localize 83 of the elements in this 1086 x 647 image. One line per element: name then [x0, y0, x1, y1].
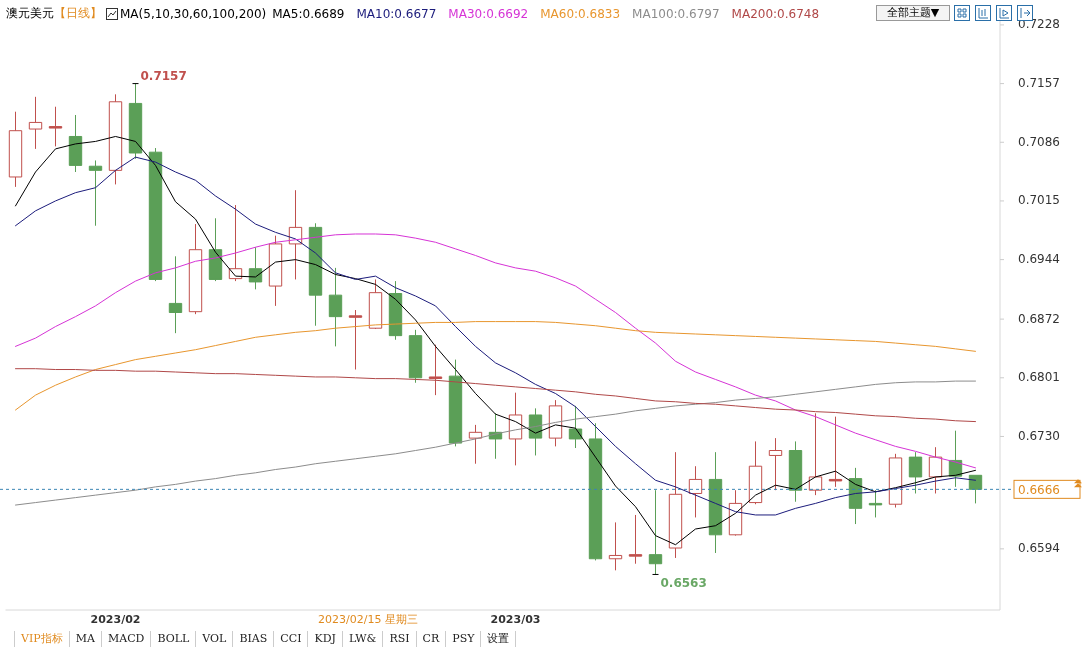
candlestick: [608, 521, 623, 571]
candlestick: [148, 147, 163, 282]
candlestick: [888, 453, 903, 509]
candlestick: [168, 255, 183, 334]
text: MACD: [100, 631, 151, 647]
y-tick-label: 0.6944: [1018, 252, 1060, 267]
candlestick: [508, 392, 523, 466]
text: VIP指标: [14, 631, 69, 647]
candlestick: [968, 474, 983, 504]
annotation: 0.7157: [140, 69, 187, 84]
x-tick-label: 2023/02: [90, 613, 141, 626]
candlestick: [568, 405, 583, 449]
y-tick-label: 0.6594: [1018, 541, 1060, 556]
text: MA60:0.6833: [540, 6, 621, 21]
chart-title: 澳元美元: [6, 5, 54, 22]
text: MA10:0.6677: [356, 6, 437, 21]
candlestick: [788, 440, 803, 503]
candlestick: [588, 422, 603, 561]
text: CR: [415, 631, 446, 647]
candlestick: [908, 451, 923, 494]
legend-title: MA(5,10,30,60,100,200): [120, 6, 267, 21]
x-tick-label: 2023/03: [490, 613, 541, 626]
line-series: [15, 321, 976, 411]
candlestick: [868, 489, 883, 518]
text: MA100:0.6797: [632, 6, 720, 21]
candlestick: [468, 424, 483, 465]
text: BOLL: [150, 631, 196, 647]
candlestick: [768, 437, 783, 491]
y-tick-label: 0.7015: [1018, 193, 1060, 208]
candlestick: [328, 267, 343, 347]
annotation: 0.6563: [660, 575, 707, 590]
line-series: [15, 233, 976, 469]
candlestick: [628, 514, 643, 565]
y-tick-label: 0.6872: [1018, 311, 1060, 326]
text: CCI: [273, 631, 308, 647]
text: MA30:0.6692: [448, 6, 529, 21]
text: MA5:0.6689: [272, 6, 345, 21]
candlestick: [828, 416, 843, 488]
text: MA200:0.6748: [731, 6, 820, 21]
candlestick: [448, 359, 463, 447]
candlestick: [668, 451, 683, 559]
chart-subtitle: 【日线】: [54, 5, 102, 22]
candlestick: [288, 189, 303, 280]
text: BIAS: [232, 631, 274, 647]
line-series: [15, 380, 976, 506]
candlestick: [808, 412, 823, 496]
candlestick: [108, 93, 123, 185]
candlestick: [428, 344, 443, 396]
ref-line-label: 0.6666: [1018, 482, 1060, 497]
candlestick: [348, 309, 363, 371]
text: 设置: [480, 631, 517, 647]
y-tick-label: 0.7157: [1018, 76, 1060, 91]
text: 2023/02/15 星期三: [318, 613, 418, 626]
text: RSI: [382, 631, 416, 647]
text: KDJ: [307, 631, 342, 647]
candlestick: [208, 217, 223, 282]
candlestick: [48, 106, 63, 147]
annotation: 全部主题▼: [876, 5, 950, 21]
candlestick: [388, 280, 403, 341]
y-tick-label: 0.6801: [1018, 370, 1060, 385]
y-tick-label: 0.7086: [1018, 134, 1060, 149]
candlestick: [548, 399, 563, 447]
candlestick: [748, 440, 763, 505]
candlestick: [728, 489, 743, 537]
y-tick-label: 0.6730: [1018, 428, 1060, 443]
candlestick: [88, 159, 103, 227]
text: PSY: [445, 631, 481, 647]
candlestick: [8, 111, 23, 188]
candlestick: [408, 329, 423, 384]
candlestick: [28, 96, 43, 150]
candlestick: [68, 114, 83, 173]
candlestick: [928, 446, 943, 494]
candlestick: [368, 278, 383, 330]
candlestick: [268, 235, 283, 307]
text: MA: [68, 631, 101, 647]
candlestick: [708, 451, 723, 554]
candlestick: [308, 222, 323, 327]
line-series: [15, 368, 976, 423]
text: VOL: [195, 631, 233, 647]
text: LW&: [341, 631, 383, 647]
candlestick: [688, 465, 703, 518]
candlestick: [188, 223, 203, 315]
candlestick: [228, 204, 243, 282]
